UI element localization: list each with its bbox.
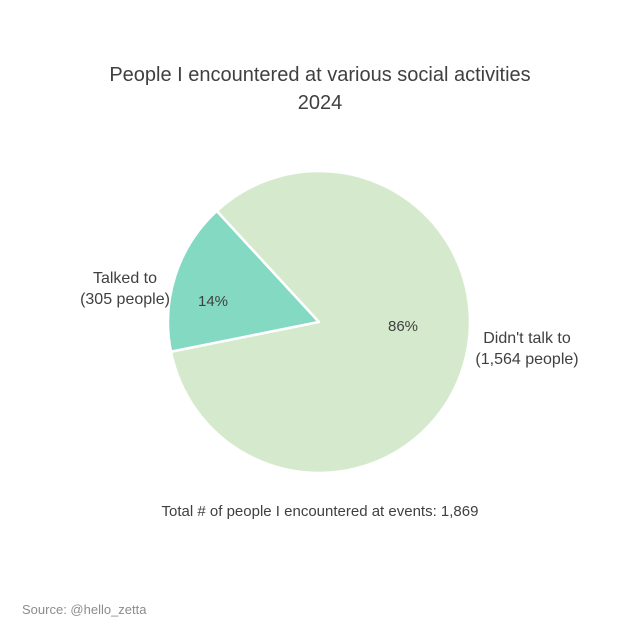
pie-slice-didnt-talk-to	[169, 169, 472, 475]
source-credit: Source: @hello_zetta	[22, 602, 147, 617]
slice-percent-talked-to: 14%	[198, 293, 229, 310]
slice-label-didnt-talk-to-name: Didn't talk to	[483, 330, 571, 347]
chart-subtitle: 2024	[297, 92, 343, 114]
total-annotation: Total # of people I encountered at event…	[161, 503, 479, 520]
slice-label-didnt-talk-to: Didn't talk to (1,564 people)	[468, 328, 586, 370]
pie-slices	[166, 169, 472, 475]
slice-label-talked-to-name: Talked to	[92, 270, 158, 287]
chart-title: People I encountered at various social a…	[109, 64, 531, 86]
slice-percent-didnt-talk-to: 86%	[388, 318, 419, 335]
pie-slice-talked-to	[166, 209, 321, 354]
slice-label-didnt-talk-to-count: (1,564 people)	[475, 351, 579, 368]
slice-label-talked-to-count: (305 people)	[80, 291, 170, 308]
slice-label-talked-to: Talked to (305 people)	[64, 268, 186, 310]
